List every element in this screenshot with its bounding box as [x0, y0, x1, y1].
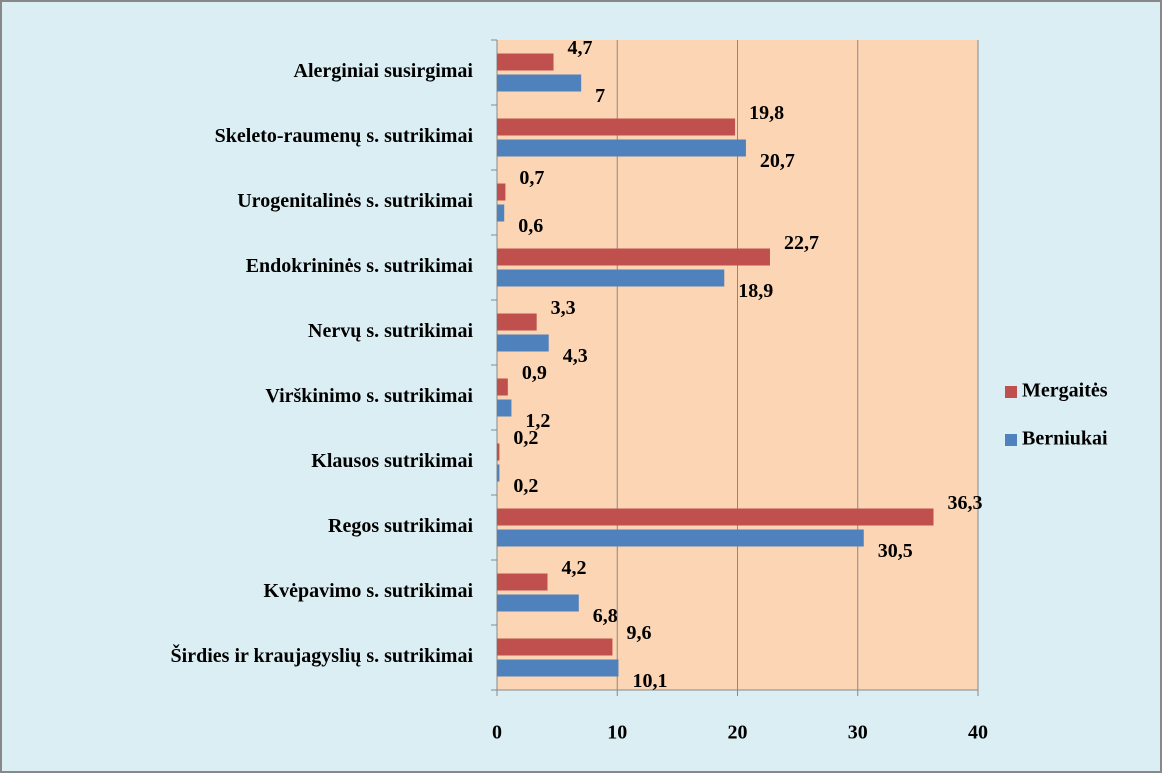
data-label: 0,6: [518, 215, 543, 237]
y-tick-label: Virškinimo s. sutrikimai: [265, 385, 473, 407]
bar: [497, 204, 505, 222]
bar: [497, 378, 508, 396]
bar: [497, 53, 554, 71]
data-label: 22,7: [784, 232, 819, 254]
x-tick-label: 30: [848, 722, 868, 744]
x-tick-label: 10: [607, 722, 627, 744]
x-tick-label: 20: [728, 722, 748, 744]
bar: [497, 529, 864, 547]
y-tick-label: Endokrininės s. sutrikimai: [246, 255, 474, 277]
bar: [497, 313, 537, 331]
bar: [497, 334, 549, 352]
data-label: 3,3: [551, 297, 576, 319]
data-label: 0,2: [513, 427, 538, 449]
y-tick-label: Regos sutrikimai: [328, 515, 473, 537]
data-label: 10,1: [632, 670, 667, 692]
x-tick-label: 0: [492, 722, 502, 744]
bar: [497, 464, 500, 482]
legend-swatch: [1005, 386, 1017, 398]
bar: [497, 183, 506, 201]
legend-swatch: [1005, 434, 1017, 446]
data-label: 0,7: [519, 167, 544, 189]
bar: [497, 118, 736, 136]
data-label: 4,2: [562, 557, 587, 579]
legend-label: Berniukai: [1022, 428, 1108, 450]
x-tick-label: 40: [968, 722, 988, 744]
data-label: 6,8: [593, 605, 618, 627]
data-label: 20,7: [760, 150, 795, 172]
y-tick-label: Skeleto-raumenų s. sutrikimai: [215, 125, 474, 147]
bar: [497, 573, 548, 591]
data-label: 4,3: [563, 345, 588, 367]
bar: [497, 139, 746, 157]
bar: [497, 74, 582, 92]
y-tick-label: Nervų s. sutrikimai: [308, 320, 473, 342]
data-label: 36,3: [948, 492, 983, 514]
bar: [497, 248, 770, 266]
bar: [497, 659, 619, 677]
legend-label: Mergaitės: [1022, 380, 1108, 402]
data-label: 4,7: [568, 37, 593, 59]
y-tick-label: Klausos sutrikimai: [311, 450, 473, 472]
data-label: 1,2: [525, 410, 550, 432]
data-label: 18,9: [738, 280, 773, 302]
data-label: 0,9: [522, 362, 547, 384]
data-label: 30,5: [878, 540, 913, 562]
data-label: 7: [595, 85, 605, 107]
y-tick-label: Alerginiai susirgimai: [294, 60, 474, 82]
data-label: 0,2: [513, 475, 538, 497]
bar: [497, 508, 934, 526]
bar: [497, 269, 725, 287]
data-label: 19,8: [749, 102, 784, 124]
y-tick-label: Urogenitalinės s. sutrikimai: [237, 190, 473, 212]
data-label: 9,6: [626, 622, 651, 644]
y-tick-label: Širdies ir kraujagyslių s. sutrikimai: [171, 643, 474, 667]
bar: [497, 594, 579, 612]
bar: [497, 638, 613, 656]
bar: [497, 399, 512, 417]
y-tick-label: Kvėpavimo s. sutrikimai: [264, 580, 474, 602]
bar: [497, 443, 500, 461]
